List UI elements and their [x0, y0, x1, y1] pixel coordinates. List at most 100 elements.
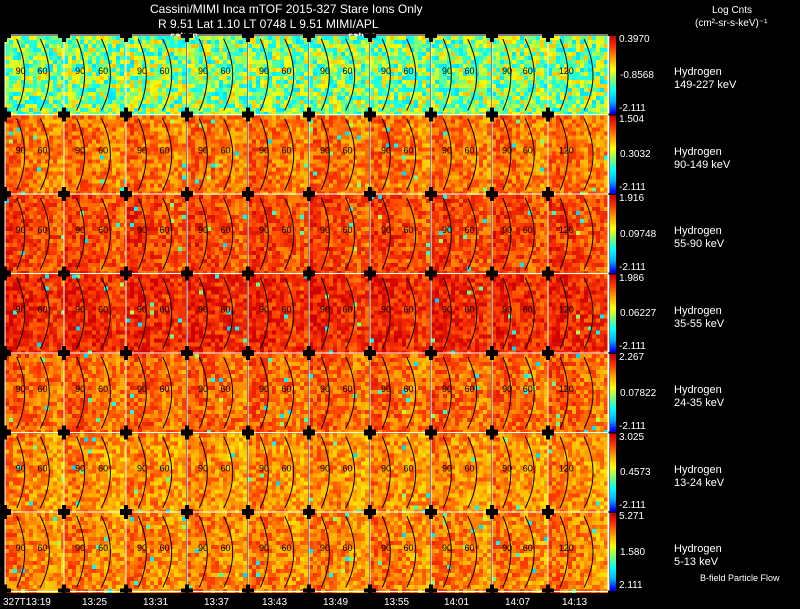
contour-label: 90 — [442, 66, 452, 76]
contour-label: 90 — [198, 66, 208, 76]
scale-segment — [610, 419, 616, 423]
scale-mid-label: 0.3032 — [620, 150, 651, 160]
contour-label: 90 — [16, 66, 26, 76]
scale-segment — [610, 580, 616, 584]
contour-label: 90 — [259, 463, 269, 473]
scale-segment — [610, 67, 616, 70]
scale-segment — [610, 336, 616, 340]
scale-segment — [610, 499, 616, 502]
contour-label: 60 — [282, 66, 292, 76]
contour-label: 90 — [75, 304, 85, 314]
scale-segment — [610, 526, 616, 530]
scale-segment — [610, 464, 616, 468]
contour-label: 90 — [137, 384, 147, 394]
time-tick-label: 13:49 — [323, 598, 348, 608]
contour-label: 60 — [465, 145, 475, 155]
time-tick-label: 13:31 — [143, 598, 168, 608]
scale-segment — [610, 578, 616, 582]
contour-label: 90 — [502, 384, 512, 394]
scale-segment — [610, 396, 616, 400]
scale-segment — [610, 280, 616, 283]
scale-segment — [610, 84, 616, 87]
time-tick-label: 13:37 — [204, 598, 229, 608]
scale-segment — [610, 136, 616, 140]
scale-segment — [610, 311, 616, 314]
scale-segment — [610, 322, 616, 326]
contour-label: 90 — [16, 384, 26, 394]
scale-segment — [610, 369, 616, 373]
contour-label: 90 — [198, 225, 208, 235]
scale-segment — [610, 148, 616, 151]
scale-segment — [610, 162, 616, 165]
scale-segment — [610, 171, 616, 175]
scale-segment — [610, 334, 616, 338]
contour-label: 60 — [98, 66, 108, 76]
time-tick-label: 327T13:19 — [3, 598, 51, 608]
scale-segment — [610, 576, 616, 580]
scale-segment — [610, 37, 616, 41]
scale-segment — [610, 571, 616, 574]
scale-segment — [610, 305, 616, 309]
scale-segment — [610, 348, 616, 351]
time-tick-label: 14:07 — [505, 598, 530, 608]
scale-segment — [610, 357, 616, 361]
contour-label: 90 — [381, 66, 391, 76]
contour-label: 90 — [502, 304, 512, 314]
scale-segment — [610, 282, 616, 285]
scale-segment — [610, 152, 616, 155]
scale-segment — [610, 288, 616, 291]
scale-segment — [610, 493, 616, 497]
contour-label: 90 — [137, 145, 147, 155]
scale-segment — [610, 258, 616, 262]
contour-label: 60 — [523, 145, 533, 155]
contour-label: 90 — [16, 145, 26, 155]
scale-segment — [610, 146, 616, 150]
band-energy-label: 35-55 keV — [674, 318, 724, 330]
scale-segment — [610, 129, 616, 132]
scale-segment — [610, 355, 616, 359]
scale-segment — [610, 495, 616, 499]
scale-max-label: 3.025 — [619, 432, 644, 443]
scale-segment — [610, 350, 616, 353]
scale-segment — [610, 156, 616, 159]
contour-label: 60 — [221, 384, 231, 394]
scale-segment — [610, 167, 616, 171]
scale-segment — [610, 241, 616, 245]
scale-segment — [610, 503, 616, 506]
scale-segment — [610, 231, 616, 235]
scale-segment — [610, 406, 616, 409]
contour-label: 60 — [98, 463, 108, 473]
scale-segment — [610, 189, 616, 192]
contour-label: 90 — [442, 384, 452, 394]
scale-segment — [610, 559, 616, 563]
contour-label: 90 — [198, 304, 208, 314]
contour-label: 60 — [98, 384, 108, 394]
contour-label: 60 — [404, 463, 414, 473]
contour-label: 90 — [198, 384, 208, 394]
scale-segment — [610, 485, 616, 489]
contour-label: 90 — [502, 463, 512, 473]
scale-segment — [610, 204, 616, 208]
scale-segment — [610, 567, 616, 570]
scale-max-label: 2.267 — [619, 353, 644, 363]
contour-label: 60 — [37, 384, 47, 394]
scale-segment — [610, 443, 616, 446]
scale-segment — [610, 270, 616, 274]
scale-segment — [610, 326, 616, 330]
scale-segment — [610, 220, 616, 223]
contour-label: 90 — [75, 384, 85, 394]
scale-segment — [610, 132, 616, 136]
scale-segment — [610, 82, 616, 86]
scale-segment — [610, 454, 616, 458]
scale-segment — [610, 544, 616, 547]
contour-label: 90 — [502, 66, 512, 76]
contour-label: 60 — [343, 543, 353, 553]
contour-label: 90 — [320, 225, 330, 235]
scale-segment — [610, 239, 616, 243]
scale-segment — [610, 131, 616, 134]
scale-segment — [610, 588, 616, 592]
scale-max-label: 0.3970 — [619, 35, 650, 45]
scale-segment — [610, 385, 616, 388]
contour-label: 60 — [523, 463, 533, 473]
contour-label: 60 — [160, 384, 170, 394]
